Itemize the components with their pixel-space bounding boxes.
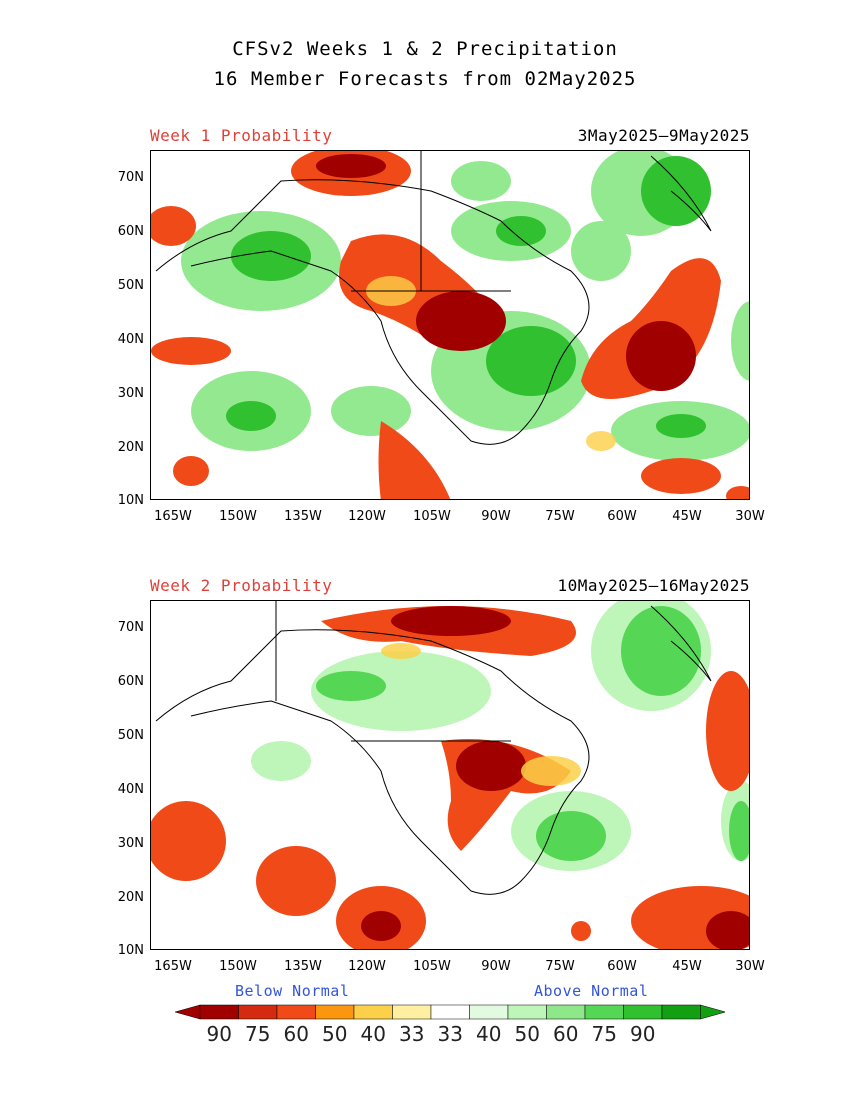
legend-value: 60 [553,1022,579,1046]
below-normal-label: Below Normal [235,982,350,1000]
chart-title-line2: 16 Member Forecasts from 02May2025 [213,68,637,90]
lon-label: 135W [284,959,322,974]
legend-value: 50 [322,1022,348,1046]
legend-colorbar-swatches [175,1004,725,1020]
lon-label: 30W [735,509,765,524]
lat-label: 20N [117,890,144,905]
week2-below-normal-fringe [381,643,581,786]
legend-arrow-below [175,1004,201,1020]
lat-label: 30N [117,836,144,851]
legend-swatch [623,1004,663,1020]
legend-value: 50 [514,1022,540,1046]
lon-label: 75W [545,509,575,524]
lat-label: 50N [117,278,144,293]
lon-label: 135W [284,509,322,524]
lon-label: 165W [154,959,192,974]
legend-swatch [469,1004,509,1020]
week2-below-normal-core [361,606,749,949]
legend-swatch [430,1004,470,1020]
legend-swatch [315,1004,355,1020]
legend-swatch [584,1004,624,1020]
legend-value: 60 [283,1022,309,1046]
legend-colorbar [175,1004,725,1020]
week2-above-normal-core [316,606,749,861]
legend-value: 75 [591,1022,617,1046]
legend-value: 33 [437,1022,463,1046]
lon-label: 30W [735,959,765,974]
legend-value: 33 [399,1022,425,1046]
legend-value: 90 [206,1022,232,1046]
lon-label: 45W [672,509,702,524]
lat-label: 70N [117,170,144,185]
week2-label: Week 2 Probability [150,576,333,595]
legend-value: 40 [360,1022,386,1046]
lat-label: 10N [117,943,144,958]
above-normal-label: Above Normal [534,982,649,1000]
week1-coastlines [155,151,712,445]
lat-label: 60N [117,224,144,239]
legend-swatch [276,1004,316,1020]
week1-map [150,150,750,500]
lon-label: 90W [481,509,511,524]
lon-label: 165W [154,509,192,524]
week1-label: Week 1 Probability [150,126,333,145]
chart-title-line1: CFSv2 Weeks 1 & 2 Precipitation [232,38,618,60]
lon-label: 105W [413,959,451,974]
lat-label: 50N [117,728,144,743]
lat-label: 70N [117,620,144,635]
week1-below-normal-core [316,154,696,391]
lon-label: 120W [348,959,386,974]
lon-label: 120W [348,509,386,524]
legend-swatch [546,1004,586,1020]
legend-arrow-above [700,1004,725,1020]
lat-label: 60N [117,674,144,689]
lon-label: 45W [672,959,702,974]
legend-value: 40 [476,1022,502,1046]
lat-label: 10N [117,493,144,508]
legend-value: 90 [630,1022,656,1046]
legend-swatch [661,1004,701,1020]
legend-value: 75 [245,1022,271,1046]
legend-swatch [199,1004,239,1020]
week1-above-normal-areas [181,151,749,461]
lon-label: 75W [545,959,575,974]
lon-label: 60W [607,959,637,974]
lon-label: 105W [413,509,451,524]
legend-swatch [353,1004,393,1020]
week1-dates: 3May2025—9May2025 [577,126,750,145]
lon-label: 90W [481,959,511,974]
lat-label: 40N [117,782,144,797]
legend-swatch [507,1004,547,1020]
legend-swatch [238,1004,278,1020]
week1-above-normal-core [226,156,711,438]
lon-label: 60W [607,509,637,524]
lon-label: 150W [219,959,257,974]
lon-label: 150W [219,509,257,524]
lat-label: 30N [117,386,144,401]
week2-coastlines [155,601,712,895]
week2-map [150,600,750,950]
lat-label: 20N [117,440,144,455]
lat-label: 40N [117,332,144,347]
legend-swatch [392,1004,432,1020]
week2-dates: 10May2025—16May2025 [557,576,750,595]
